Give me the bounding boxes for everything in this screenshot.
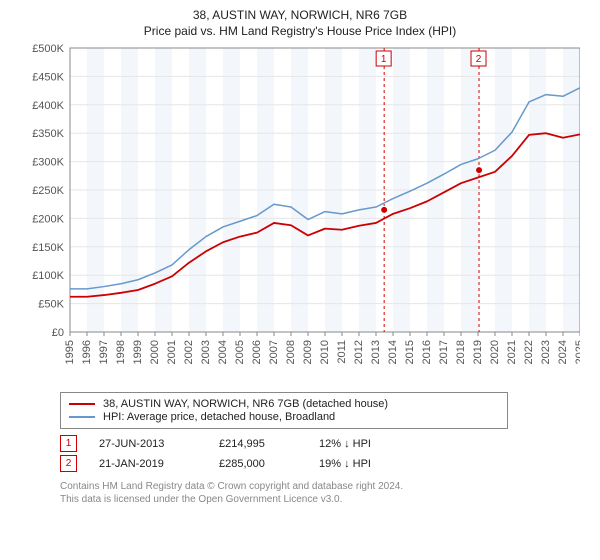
svg-text:£150K: £150K bbox=[32, 242, 64, 254]
svg-text:£450K: £450K bbox=[32, 71, 64, 83]
svg-text:2: 2 bbox=[476, 54, 482, 65]
sales-table: 1 27-JUN-2013£214,99512% ↓ HPI 2 21-JAN-201… bbox=[60, 435, 590, 472]
legend-swatch bbox=[69, 403, 95, 405]
svg-text:2011: 2011 bbox=[336, 340, 348, 364]
svg-text:2015: 2015 bbox=[404, 340, 416, 364]
chart-container: 38, AUSTIN WAY, NORWICH, NR6 7GB Price p… bbox=[0, 0, 600, 514]
svg-text:2019: 2019 bbox=[472, 340, 484, 364]
svg-text:1996: 1996 bbox=[81, 340, 93, 364]
svg-text:£250K: £250K bbox=[32, 185, 64, 197]
svg-text:£350K: £350K bbox=[32, 128, 64, 140]
svg-text:2012: 2012 bbox=[353, 340, 365, 364]
svg-text:2005: 2005 bbox=[234, 340, 246, 364]
svg-text:2004: 2004 bbox=[217, 340, 229, 364]
sale-date: 27-JUN-2013 bbox=[99, 438, 219, 450]
sale-price: £214,995 bbox=[219, 438, 319, 450]
svg-text:2006: 2006 bbox=[251, 340, 263, 364]
sale-row: 2 21-JAN-2019£285,00019% ↓ HPI bbox=[60, 455, 590, 472]
svg-text:£50K: £50K bbox=[38, 299, 64, 311]
svg-text:1999: 1999 bbox=[132, 340, 144, 364]
chart-subtitle: Price paid vs. HM Land Registry's House … bbox=[10, 24, 590, 38]
svg-text:2016: 2016 bbox=[421, 340, 433, 364]
svg-text:2001: 2001 bbox=[166, 340, 178, 364]
svg-text:2003: 2003 bbox=[200, 340, 212, 364]
legend-row: HPI: Average price, detached house, Broa… bbox=[69, 411, 499, 423]
svg-text:£0: £0 bbox=[52, 327, 64, 339]
svg-text:2020: 2020 bbox=[489, 340, 501, 364]
svg-text:2023: 2023 bbox=[540, 340, 552, 364]
svg-text:1997: 1997 bbox=[98, 340, 110, 364]
svg-text:£400K: £400K bbox=[32, 100, 64, 112]
sale-row: 1 27-JUN-2013£214,99512% ↓ HPI bbox=[60, 435, 590, 452]
sale-marker: 1 bbox=[60, 435, 77, 452]
svg-text:2008: 2008 bbox=[285, 340, 297, 364]
svg-text:£100K: £100K bbox=[32, 270, 64, 282]
footer-attribution: Contains HM Land Registry data © Crown c… bbox=[60, 480, 590, 506]
svg-text:1998: 1998 bbox=[115, 340, 127, 364]
chart-title: 38, AUSTIN WAY, NORWICH, NR6 7GB bbox=[10, 8, 590, 22]
sale-diff: 12% ↓ HPI bbox=[319, 438, 409, 450]
legend: 38, AUSTIN WAY, NORWICH, NR6 7GB (detach… bbox=[60, 392, 508, 429]
chart-svg: £0 £50K £100K £150K £200K £250K £300K £350K £400… bbox=[20, 42, 580, 382]
sale-diff: 19% ↓ HPI bbox=[319, 458, 409, 470]
sale-price: £285,000 bbox=[219, 458, 319, 470]
svg-text:£500K: £500K bbox=[32, 43, 64, 55]
legend-label: HPI: Average price, detached house, Broa… bbox=[103, 411, 335, 423]
svg-text:2013: 2013 bbox=[370, 340, 382, 364]
svg-text:2007: 2007 bbox=[268, 340, 280, 364]
sale-marker: 2 bbox=[60, 455, 77, 472]
svg-text:2002: 2002 bbox=[183, 340, 195, 364]
svg-text:2017: 2017 bbox=[438, 340, 450, 364]
legend-label: 38, AUSTIN WAY, NORWICH, NR6 7GB (detach… bbox=[103, 398, 388, 410]
legend-swatch bbox=[69, 416, 95, 418]
svg-text:2010: 2010 bbox=[319, 340, 331, 364]
legend-row: 38, AUSTIN WAY, NORWICH, NR6 7GB (detach… bbox=[69, 398, 499, 410]
svg-text:2014: 2014 bbox=[387, 340, 399, 364]
svg-text:1995: 1995 bbox=[64, 340, 76, 364]
plot-area: £0 £50K £100K £150K £200K £250K £300K £350K £400… bbox=[20, 42, 580, 382]
svg-text:2018: 2018 bbox=[455, 340, 467, 364]
svg-text:2000: 2000 bbox=[149, 340, 161, 364]
footer-line2: This data is licensed under the Open Gov… bbox=[60, 493, 590, 506]
sale-date: 21-JAN-2019 bbox=[99, 458, 219, 470]
svg-text:2021: 2021 bbox=[506, 340, 518, 364]
svg-text:2022: 2022 bbox=[523, 340, 535, 364]
svg-text:2025: 2025 bbox=[574, 340, 580, 364]
svg-text:2024: 2024 bbox=[557, 340, 569, 364]
svg-text:£300K: £300K bbox=[32, 157, 64, 169]
svg-text:£200K: £200K bbox=[32, 213, 64, 225]
svg-text:1: 1 bbox=[381, 54, 387, 65]
footer-line1: Contains HM Land Registry data © Crown c… bbox=[60, 480, 590, 493]
svg-text:2009: 2009 bbox=[302, 340, 314, 364]
